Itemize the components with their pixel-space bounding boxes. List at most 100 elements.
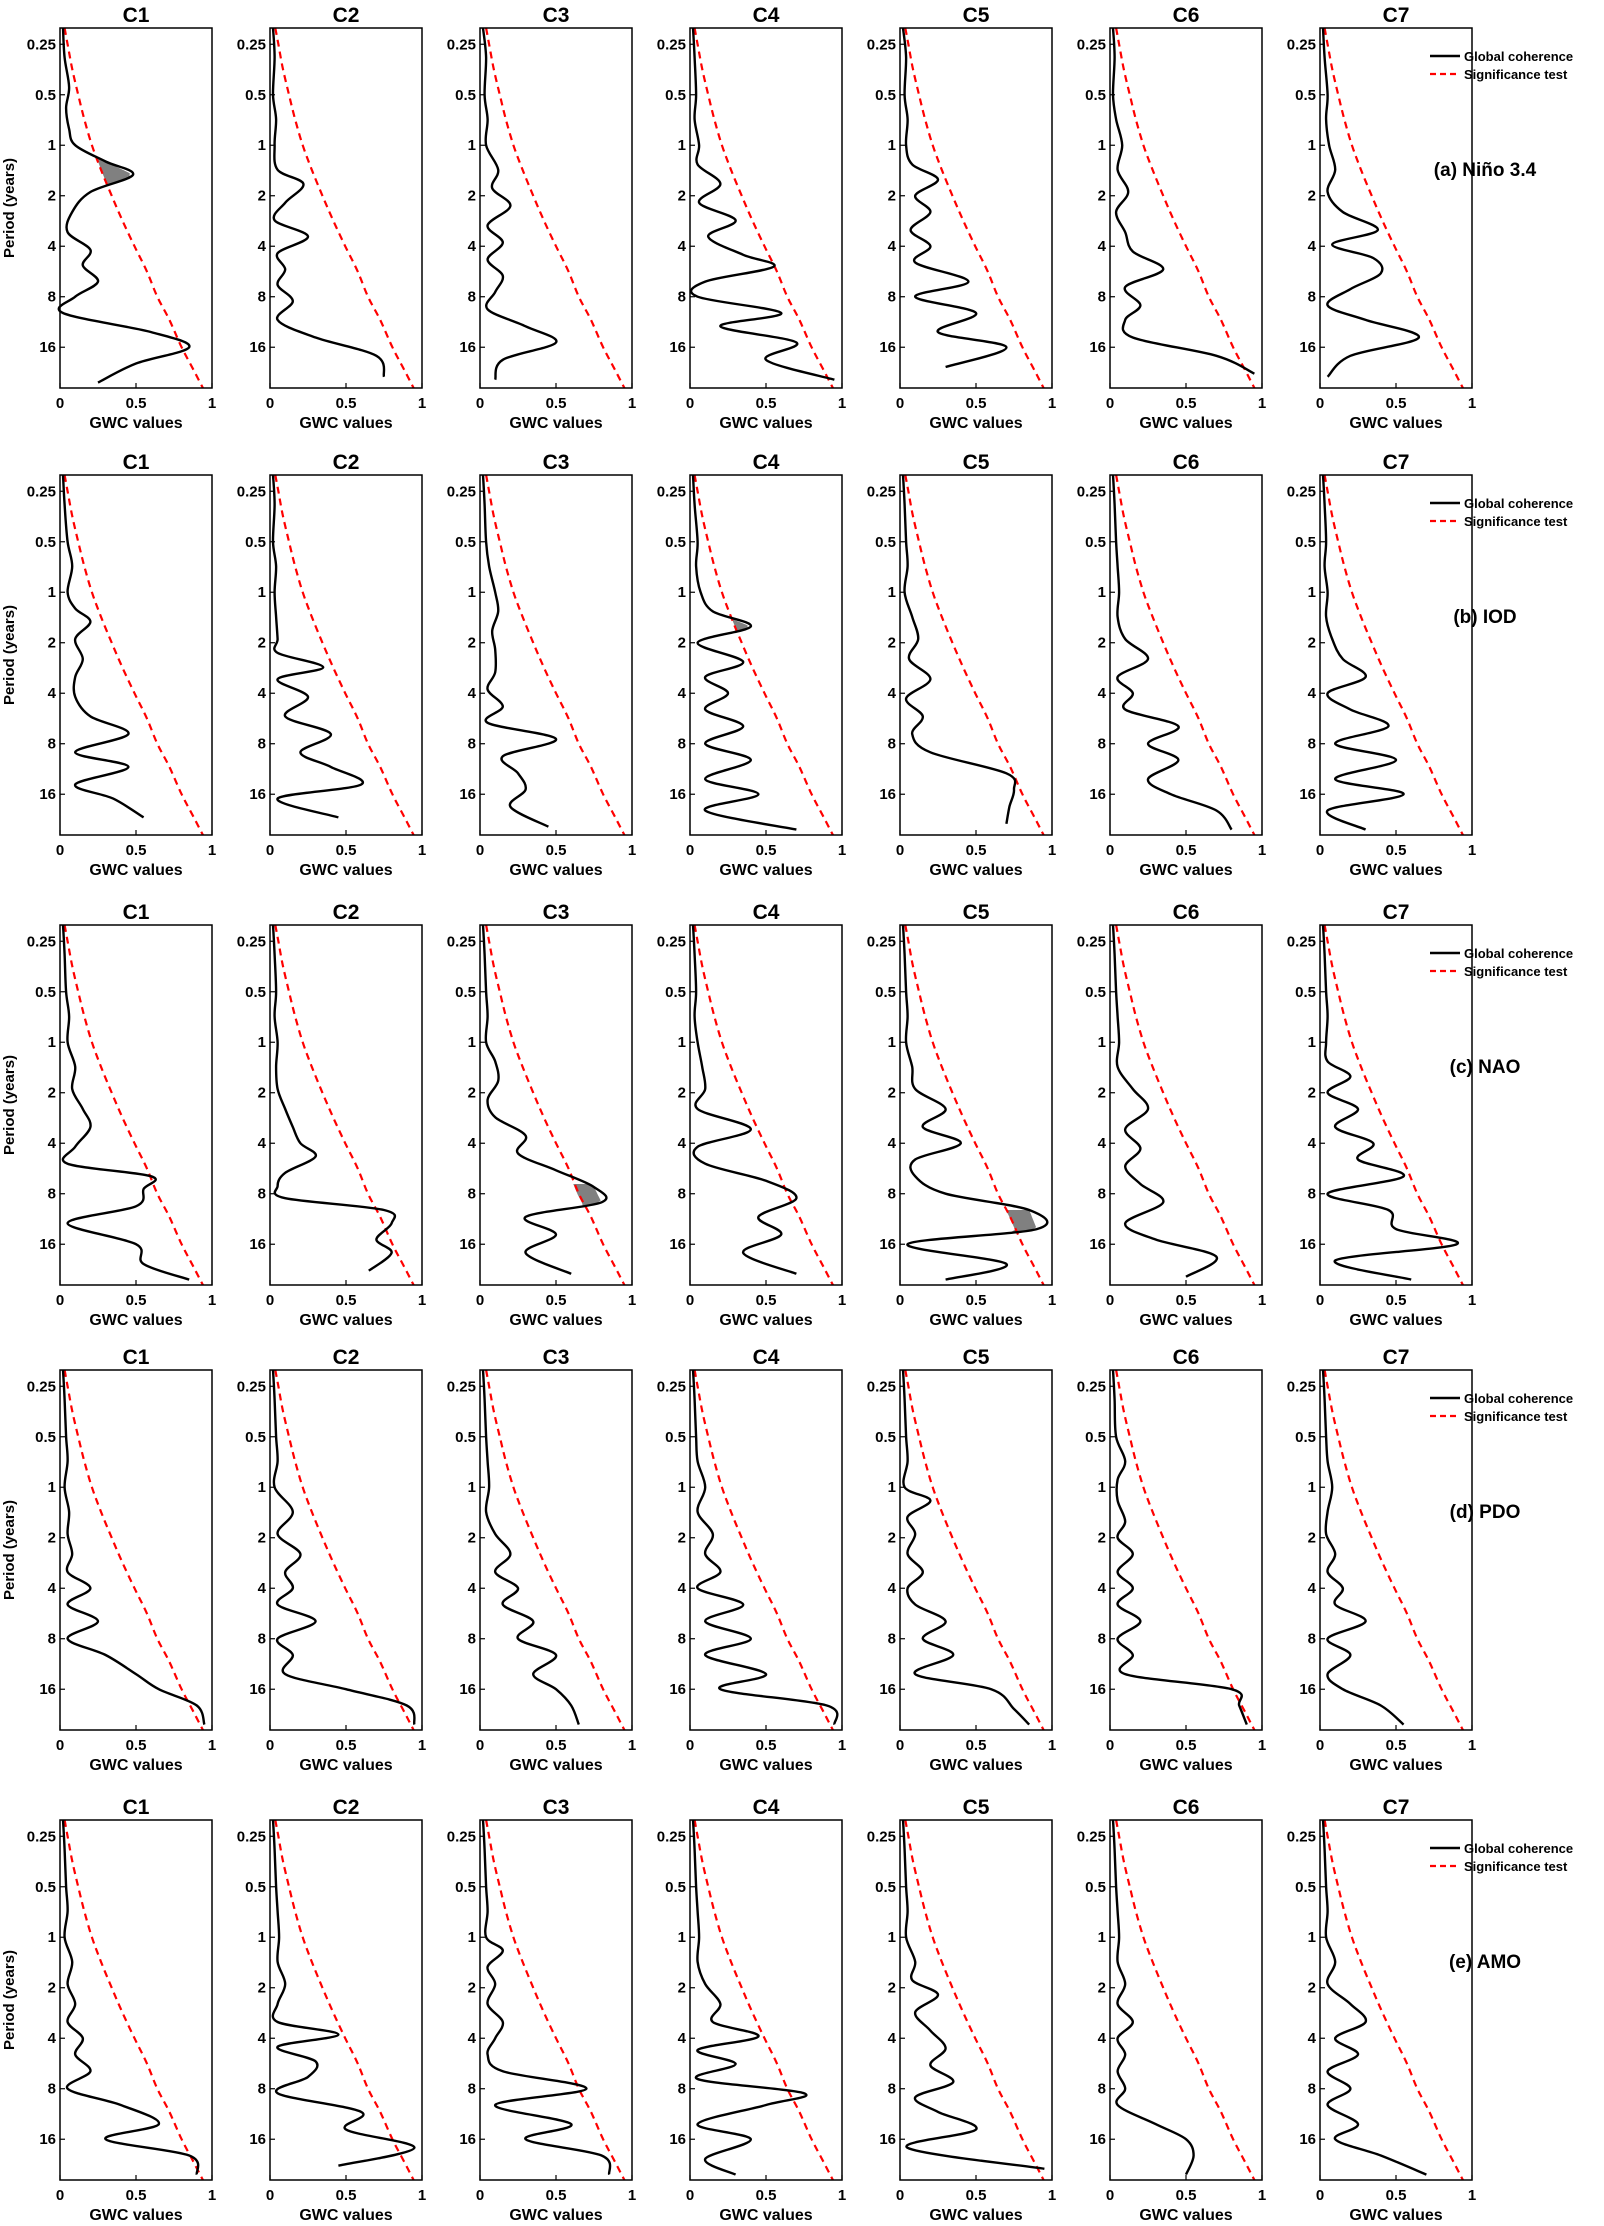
panel-r3-c1-title: C1 [123,901,150,924]
panel-r4-c5-ytick-label: 0.25 [867,1378,896,1395]
panel-r1-c1-significance-line [63,27,204,389]
panel-r4-c4-ytick-label: 1 [678,1479,686,1496]
panel-r1-c1-frame [59,27,213,389]
panel-r4-c6-ytick-label: 1 [1098,1479,1106,1496]
row5-legend-significance-label: Significance test [1464,1859,1568,1874]
panel-r5-c4-significance-line [693,1819,834,2181]
panel-r5-c5-ytick-label: 4 [888,2030,897,2047]
panel-r5-c1-xtick-label: 0 [56,2187,64,2204]
row4-legend-significance-label: Significance test [1464,1409,1568,1424]
panel-r2-c5-coherence-line [901,474,1017,825]
panel-r4-c2-ytick-label: 16 [249,1681,266,1698]
panel-r3-c1-coherence-line [61,924,190,1281]
row2-legend-coherence-label: Global coherence [1464,496,1573,511]
panel-r4-c2-coherence-line [271,1369,416,1726]
panel-r1-c1-coherence-line [57,27,191,384]
panel-r5-c2-xtick-label: 1 [418,2187,426,2204]
panel-r1-c4-ytick-label: 4 [678,238,687,255]
panel-r5-c3-xtick-label: 1 [628,2187,636,2204]
panel-r4-c3-ytick-label: 0.5 [455,1429,476,1446]
row2-index-label: (b) IOD [1453,607,1516,628]
panel-r4-c3-xlabel: GWC values [509,1757,602,1774]
panel-r2-c3-ytick-label: 0.5 [455,534,476,551]
panel-r5-c4-ytick-label: 8 [678,2081,686,2098]
panel-r4-c2-title: C2 [333,1346,360,1369]
panel-r3-c2-xlabel: GWC values [299,1312,392,1329]
panel-r5-c4-xtick-label: 0.5 [756,2187,777,2204]
panel-r5-c3-ytick-label: 1 [468,1929,476,1946]
panel-r1-c3-ytick-label: 0.25 [447,36,476,53]
panel-r5-c6-ytick-label: 1 [1098,1929,1106,1946]
panel-r1-c5-coherence-line [901,27,1008,369]
panel-r3-c3-coherence-line [481,924,608,1275]
panel-r3-c2-coherence-line [271,924,397,1272]
panel-r2-c5-title: C5 [963,451,990,474]
panel-r5-c2-coherence-line [271,1819,416,2167]
panel-r3-c3-ytick-label: 0.5 [455,984,476,1001]
panel-r1-c7-frame [1319,27,1473,389]
panel-r2-c1-xtick-label: 1 [208,842,216,859]
panel-r5-c7-xtick-label: 1 [1468,2187,1476,2204]
panel-r2-c1-significance-line [63,474,204,836]
panel-r2-c1-xlabel: GWC values [89,862,182,879]
panel-r1-c7-ytick-label: 2 [1308,188,1316,205]
panel-r2-c6-xtick-label: 0.5 [1176,842,1197,859]
row5-legend-coherence-label: Global coherence [1464,1841,1573,1856]
panel-r5-c5-ytick-label: 2 [888,1980,896,1997]
panel-r1-c7-ytick-label: 16 [1299,339,1316,356]
panel-r1-c6-ytick-label: 1 [1098,137,1106,154]
panel-r5-c2-ytick-label: 4 [258,2030,267,2047]
panel-r1-c6-xtick-label: 0 [1106,395,1114,412]
row3-legend-coherence-label: Global coherence [1464,946,1573,961]
panel-r1-c6-ytick-label: 0.5 [1085,87,1106,104]
panel-r2-c6-ytick-label: 4 [1098,685,1107,702]
panel-r1-c7-ytick-label: 0.25 [1287,36,1316,53]
panel-r4-c5-ytick-label: 1 [888,1479,896,1496]
panel-r1-c5-xtick-label: 1 [1048,395,1056,412]
panel-r3-c3-frame [479,924,633,1286]
row3-legend-significance-label: Significance test [1464,964,1568,979]
panel-r2-c7-significance-line [1323,474,1464,836]
panel-r3-c4-ytick-label: 0.5 [665,984,686,1001]
panel-r3-c4-significance-line [693,924,834,1286]
panel-r3-c1-ytick-label: 2 [48,1085,56,1102]
panel-r1-c4-frame [689,27,843,389]
panel-r1-c1-significant-region [88,158,130,194]
panel-r1-c4-xtick-label: 0 [686,395,694,412]
panel-r3-c3-xtick-label: 0 [476,1292,484,1309]
panel-r1-c4-title: C4 [753,4,780,27]
panel-r5-c7-ytick-label: 16 [1299,2131,1316,2148]
panel-r3-c5-ytick-label: 2 [888,1085,896,1102]
panel-r5-c5-xtick-label: 1 [1048,2187,1056,2204]
panel-r2-c1-ytick-label: 0.5 [35,534,56,551]
panel-r1-c2-ytick-label: 1 [258,137,266,154]
panel-r2-c7-ytick-label: 16 [1299,786,1316,803]
panel-r2-c4-ytick-label: 16 [669,786,686,803]
panel-r1-c3-frame [479,27,633,389]
panel-r5-c3-ytick-label: 0.25 [447,1828,476,1845]
panel-r4-c7-ytick-label: 0.5 [1295,1429,1316,1446]
panel-r3-c2-xtick-label: 0.5 [336,1292,357,1309]
panel-r4-c6-ytick-label: 0.5 [1085,1429,1106,1446]
panel-r2-c5-ytick-label: 1 [888,584,896,601]
panel-r2-c6-xtick-label: 0 [1106,842,1114,859]
panel-r1-c2-ytick-label: 0.5 [245,87,266,104]
panel-r3-c6-significance-line [1115,924,1256,1286]
panel-r5-c6-xtick-label: 0.5 [1176,2187,1197,2204]
panel-r1-c1-title: C1 [123,4,150,27]
panel-r3-c4-title: C4 [753,901,780,924]
panel-r3-c4-xtick-label: 0 [686,1292,694,1309]
panel-r2-c3-xlabel: GWC values [509,862,602,879]
panel-r1-c1-xtick-label: 0 [56,395,64,412]
panel-r2-c4-frame [689,474,843,836]
panel-r3-c1-xtick-label: 0 [56,1292,64,1309]
panel-r1-c4-ytick-label: 16 [669,339,686,356]
panel-r2-c4-significance-line [693,474,834,836]
panel-r4-c3-coherence-line [481,1369,580,1726]
panel-r3-c2-ytick-label: 1 [258,1034,266,1051]
panel-r4-c5-ytick-label: 8 [888,1631,896,1648]
panel-r2-c2-ytick-label: 0.25 [237,483,266,500]
panel-r1-c5-xtick-label: 0.5 [966,395,987,412]
panel-r1-c7-ytick-label: 1 [1308,137,1316,154]
panel-r3-c3-significant-region [525,1184,601,1217]
